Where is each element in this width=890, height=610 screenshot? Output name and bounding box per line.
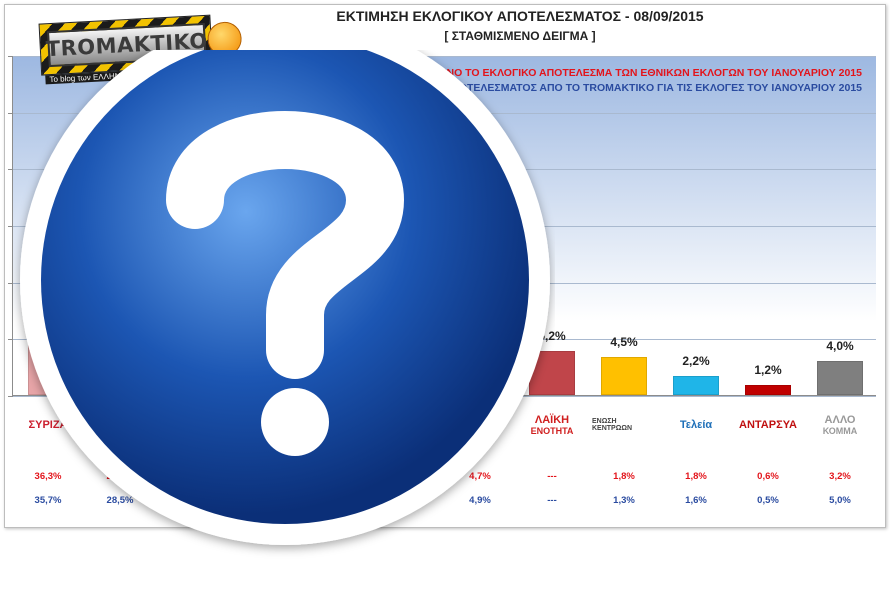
party-logo-8: ΕΝΩΣΗ ΚΕΝΤΡΩΩΝ [592,405,656,445]
result-blue-6: 4,9% [469,495,491,506]
result-blue-10: 0,5% [757,495,779,506]
result-blue-7: --- [547,495,557,506]
data-label-10: 1,2% [754,363,782,377]
y-tick [8,396,13,397]
party-name: ΕΝΩΣΗ ΚΕΝΤΡΩΩΝ [592,418,633,432]
chart-title: ΕΚΤΙΜΗΣΗ ΕΚΛΟΓΙΚΟΥ ΑΠΟΤΕΛΕΣΜΑΤΟΣ - 08/09… [336,8,704,24]
result-red-10: 0,6% [757,471,779,482]
bar-11 [817,361,863,395]
legend-note-red: Σ ΚΟΚΚΙΝΟ ΤΟ ΕΚΛΟΓΙΚΟ ΑΠΟΤΕΛΕΣΜΑ ΤΩΝ ΕΘΝ… [403,67,862,79]
party-name: ΑΝΤΑΡΣΥΑ [739,419,797,431]
data-label-9: 2,2% [682,354,710,368]
result-red-8: 1,8% [613,471,635,482]
bar-9 [673,376,719,395]
y-tick [8,283,13,284]
party-name: ΑΛΛΟ [824,414,856,426]
party-logo-11: ΑΛΛΟ ΚΟΜΜΑ [808,405,872,445]
data-label-8: 4,5% [610,335,638,349]
party-name: ΣΥΡΙΖΑ [28,419,68,431]
y-tick [8,113,13,114]
result-red-7: --- [547,471,557,482]
result-red-9: 1,8% [685,471,707,482]
gridline [12,56,876,57]
bar-10 [745,385,791,395]
question-dot [261,388,329,456]
bar-8 [601,357,647,395]
result-red-0: 36,3% [34,471,62,482]
result-red-11: 3,2% [829,471,851,482]
question-mark-overlay [20,50,550,545]
party-name: Τελεία [679,419,713,431]
legend-note-blue: ΟΥ ΑΠΟΤΕΛΕΣΜΑΤΟΣ ΑΠΟ ΤΟ TROMAKTIKO ΓΙΑ Τ… [426,82,862,94]
party-name-sub: ΚΟΜΜΑ [822,426,858,436]
data-label-11: 4,0% [826,339,854,353]
result-red-6: 4,7% [469,471,491,482]
y-tick [8,169,13,170]
party-name: ΛΑΪΚΗ [534,414,570,426]
party-logo-0: ΣΥΡΙΖΑ [16,405,80,445]
result-blue-0: 35,7% [34,495,62,506]
result-blue-9: 1,6% [685,495,707,506]
chart-subtitle: [ ΣΤΑΘΜΙΣΜΕΝΟ ΔΕΙΓΜΑ ] [444,29,596,43]
party-logo-7: ΛΑΪΚΗ ΕΝΟΤΗΤΑ [520,405,584,445]
result-blue-11: 5,0% [829,495,851,506]
data-label-7: 5,2% [538,329,566,343]
party-logo-9: Τελεία [664,405,728,445]
y-tick [8,339,13,340]
y-tick [8,56,13,57]
party-logo-10: ΑΝΤΑΡΣΥΑ [736,405,800,445]
y-tick [8,226,13,227]
result-blue-1: 28,5% [106,495,134,506]
result-blue-8: 1,3% [613,495,635,506]
question-glyph-icon [166,111,405,379]
y-axis [12,56,13,396]
party-name-sub: ΕΝΟΤΗΤΑ [530,426,574,436]
